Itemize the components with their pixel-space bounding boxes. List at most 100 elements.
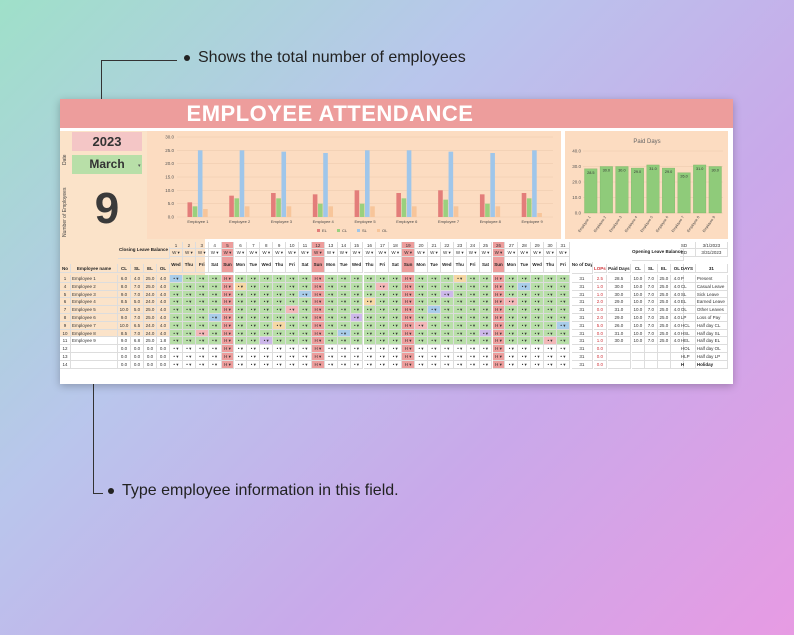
attendance-cell[interactable]: • ▾ — [273, 298, 287, 307]
attendance-cell[interactable]: • ▾ — [544, 275, 557, 283]
attendance-cell[interactable]: • ▾ — [182, 314, 196, 322]
attendance-cell[interactable]: • ▾ — [518, 290, 532, 299]
attendance-cell[interactable]: • ▾ — [299, 321, 312, 330]
employee-name-input[interactable]: Employee 4 — [71, 298, 118, 307]
attendance-cell[interactable]: • ▾ — [337, 298, 351, 307]
attendance-cell[interactable]: • ▾ — [234, 345, 248, 353]
attendance-cell[interactable]: • ▾ — [273, 353, 287, 361]
day-type-select[interactable]: W ▾ — [492, 249, 506, 257]
attendance-cell[interactable]: • ▾ — [260, 306, 274, 314]
attendance-cell[interactable]: • ▾ — [518, 306, 532, 314]
attendance-cell[interactable]: • ▾ — [376, 353, 390, 361]
attendance-cell[interactable]: H ▾ — [311, 290, 325, 299]
attendance-cell[interactable]: • ▾ — [376, 275, 390, 283]
attendance-cell[interactable]: • ▾ — [440, 337, 454, 346]
attendance-cell[interactable]: • ▾ — [337, 282, 351, 291]
attendance-cell[interactable]: • ▾ — [415, 282, 428, 291]
attendance-cell[interactable]: • ▾ — [350, 298, 364, 307]
attendance-cell[interactable]: • ▾ — [428, 345, 441, 353]
attendance-cell[interactable]: H ▾ — [221, 306, 235, 314]
employee-name-input[interactable]: Employee 1 — [71, 275, 118, 283]
attendance-cell[interactable]: • ▾ — [337, 360, 351, 369]
attendance-cell[interactable]: • ▾ — [376, 290, 390, 299]
attendance-cell[interactable]: • ▾ — [557, 321, 570, 330]
attendance-cell[interactable]: • ▾ — [337, 314, 351, 322]
day-type-select[interactable]: W ▾ — [415, 249, 428, 257]
attendance-cell[interactable]: • ▾ — [557, 345, 570, 353]
attendance-cell[interactable]: • ▾ — [479, 282, 493, 291]
attendance-cell[interactable]: • ▾ — [376, 314, 390, 322]
attendance-cell[interactable]: • ▾ — [518, 360, 532, 369]
attendance-cell[interactable]: • ▾ — [247, 345, 261, 353]
day-type-select[interactable]: W ▾ — [260, 249, 274, 257]
attendance-cell[interactable]: • ▾ — [324, 298, 338, 307]
attendance-cell[interactable]: • ▾ — [170, 314, 183, 322]
attendance-cell[interactable]: • ▾ — [428, 314, 441, 322]
attendance-cell[interactable]: • ▾ — [195, 282, 209, 291]
day-type-select[interactable]: W ▾ — [286, 249, 299, 257]
employee-name-input[interactable]: Employee 6 — [71, 314, 118, 322]
attendance-cell[interactable]: • ▾ — [260, 282, 274, 291]
attendance-cell[interactable]: • ▾ — [479, 360, 493, 369]
attendance-cell[interactable]: • ▾ — [273, 337, 287, 346]
attendance-cell[interactable]: • ▾ — [557, 314, 570, 322]
attendance-cell[interactable]: H ▾ — [311, 337, 325, 346]
attendance-cell[interactable]: • ▾ — [363, 360, 377, 369]
day-type-select[interactable]: W ▾ — [505, 249, 519, 257]
attendance-cell[interactable]: • ▾ — [466, 329, 480, 338]
attendance-cell[interactable]: • ▾ — [376, 282, 390, 291]
attendance-cell[interactable]: • ▾ — [208, 337, 222, 346]
attendance-cell[interactable]: • ▾ — [363, 321, 377, 330]
attendance-cell[interactable]: H ▾ — [402, 275, 416, 283]
employee-name-input[interactable]: Employee 2 — [71, 282, 118, 291]
attendance-cell[interactable]: • ▾ — [247, 314, 261, 322]
attendance-cell[interactable]: • ▾ — [286, 298, 299, 307]
attendance-cell[interactable]: • ▾ — [273, 329, 287, 338]
attendance-cell[interactable]: • ▾ — [505, 275, 519, 283]
attendance-cell[interactable]: • ▾ — [453, 337, 467, 346]
attendance-cell[interactable]: • ▾ — [208, 314, 222, 322]
attendance-cell[interactable]: • ▾ — [440, 360, 454, 369]
attendance-cell[interactable]: • ▾ — [466, 275, 480, 283]
attendance-cell[interactable]: • ▾ — [440, 321, 454, 330]
attendance-cell[interactable]: • ▾ — [466, 306, 480, 314]
attendance-cell[interactable]: • ▾ — [299, 360, 312, 369]
attendance-cell[interactable]: • ▾ — [376, 360, 390, 369]
attendance-cell[interactable]: • ▾ — [350, 306, 364, 314]
attendance-cell[interactable]: • ▾ — [247, 290, 261, 299]
attendance-cell[interactable]: • ▾ — [260, 321, 274, 330]
attendance-cell[interactable]: H ▾ — [492, 353, 506, 361]
attendance-cell[interactable]: H ▾ — [402, 345, 416, 353]
day-type-select[interactable]: W ▾ — [363, 249, 377, 257]
attendance-cell[interactable]: • ▾ — [557, 298, 570, 307]
attendance-cell[interactable]: H ▾ — [311, 321, 325, 330]
attendance-cell[interactable]: • ▾ — [273, 306, 287, 314]
attendance-cell[interactable]: • ▾ — [376, 337, 390, 346]
attendance-cell[interactable]: • ▾ — [350, 353, 364, 361]
attendance-cell[interactable]: • ▾ — [247, 306, 261, 314]
attendance-cell[interactable]: • ▾ — [182, 337, 196, 346]
attendance-cell[interactable]: • ▾ — [389, 290, 403, 299]
attendance-cell[interactable]: • ▾ — [324, 314, 338, 322]
attendance-cell[interactable]: • ▾ — [286, 321, 299, 330]
attendance-cell[interactable]: • ▾ — [440, 275, 454, 283]
attendance-cell[interactable]: • ▾ — [350, 282, 364, 291]
attendance-cell[interactable]: • ▾ — [544, 321, 557, 330]
attendance-cell[interactable]: • ▾ — [337, 290, 351, 299]
attendance-cell[interactable]: • ▾ — [363, 314, 377, 322]
attendance-cell[interactable]: H ▾ — [311, 306, 325, 314]
attendance-cell[interactable]: • ▾ — [286, 329, 299, 338]
attendance-cell[interactable]: • ▾ — [518, 282, 532, 291]
attendance-cell[interactable]: • ▾ — [389, 282, 403, 291]
attendance-cell[interactable]: • ▾ — [479, 353, 493, 361]
day-type-select[interactable]: W ▾ — [440, 249, 454, 257]
attendance-cell[interactable]: • ▾ — [440, 282, 454, 291]
attendance-cell[interactable]: • ▾ — [389, 329, 403, 338]
attendance-cell[interactable]: • ▾ — [324, 321, 338, 330]
attendance-cell[interactable]: • ▾ — [195, 353, 209, 361]
attendance-cell[interactable]: • ▾ — [389, 306, 403, 314]
attendance-cell[interactable]: • ▾ — [505, 329, 519, 338]
attendance-cell[interactable]: • ▾ — [182, 360, 196, 369]
attendance-cell[interactable]: • ▾ — [440, 298, 454, 307]
attendance-cell[interactable]: • ▾ — [260, 298, 274, 307]
